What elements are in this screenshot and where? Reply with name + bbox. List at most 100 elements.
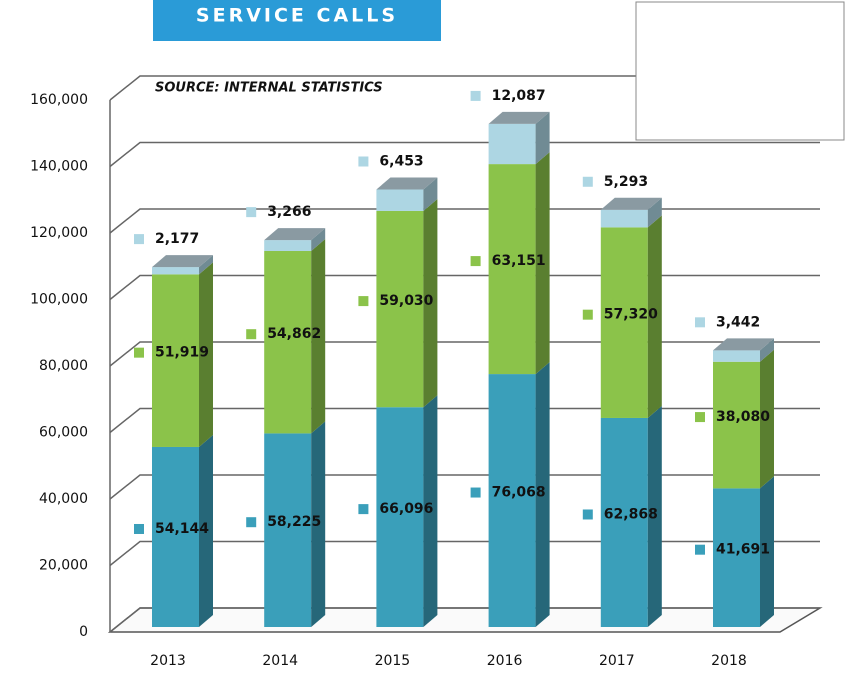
bar-segment xyxy=(152,446,199,627)
data-label: 6,453 xyxy=(379,153,423,169)
y-tick-label: 80,000 xyxy=(39,358,88,374)
label-marker xyxy=(246,517,257,528)
bar-side xyxy=(647,405,662,627)
bar-side xyxy=(311,238,326,434)
grid-line xyxy=(109,274,820,301)
bar-side xyxy=(311,228,326,251)
bar-segment xyxy=(264,433,312,627)
x-tick-label: 2015 xyxy=(375,653,411,669)
bar-top xyxy=(376,177,438,190)
data-label: 59,030 xyxy=(379,293,433,309)
grid-line xyxy=(109,474,820,500)
bar-segment xyxy=(376,210,424,408)
bar-top xyxy=(713,338,774,351)
bar-side xyxy=(647,197,662,228)
label-marker xyxy=(695,412,705,423)
grid-line xyxy=(109,407,820,434)
legend-box xyxy=(635,1,845,141)
y-tick-label: 0 xyxy=(79,624,88,640)
label-marker xyxy=(246,329,257,340)
bar-segment xyxy=(713,350,760,362)
data-label: 62,868 xyxy=(604,506,658,522)
label-marker xyxy=(582,176,593,187)
data-label: 54,862 xyxy=(267,326,321,342)
data-label: 57,320 xyxy=(604,307,658,323)
data-label: 2,177 xyxy=(155,231,199,247)
bar-segment xyxy=(152,274,199,447)
label-marker xyxy=(582,309,593,320)
label-marker xyxy=(470,256,481,267)
chart-title: SERVICE CALLS xyxy=(196,5,398,27)
label-marker xyxy=(358,296,369,307)
data-label: 38,080 xyxy=(716,409,770,425)
data-label: 5,293 xyxy=(604,174,648,190)
label-marker xyxy=(134,234,144,245)
bar-segment xyxy=(488,164,536,375)
x-tick-label: 2017 xyxy=(599,653,635,669)
data-label: 66,096 xyxy=(379,501,433,517)
bar-side xyxy=(199,255,213,275)
y-tick-label: 160,000 xyxy=(30,92,88,108)
bar-side xyxy=(760,349,774,489)
data-label: 3,266 xyxy=(267,204,311,220)
bar-side xyxy=(199,262,213,447)
y-tick-label: 40,000 xyxy=(39,491,88,507)
bar-side xyxy=(760,476,774,627)
label-marker xyxy=(695,544,705,555)
bar-top xyxy=(600,197,662,210)
bar-side xyxy=(535,152,550,375)
bar-side xyxy=(423,198,438,408)
bar-segment xyxy=(713,361,760,489)
label-marker xyxy=(582,509,593,520)
grid-line xyxy=(109,208,820,234)
label-marker xyxy=(358,156,369,167)
bar-top xyxy=(152,255,213,268)
bar-segment xyxy=(376,189,424,211)
data-label: 3,442 xyxy=(716,314,760,330)
label-marker xyxy=(358,504,369,515)
bar-side xyxy=(423,395,438,627)
bar-side xyxy=(423,177,438,211)
bar-segment xyxy=(713,488,760,627)
bar-segment xyxy=(152,267,199,275)
x-tick-label: 2013 xyxy=(150,653,186,669)
y-tick-label: 100,000 xyxy=(30,292,88,308)
x-tick-label: 2018 xyxy=(711,653,747,669)
data-label: 63,151 xyxy=(492,253,546,269)
bar-segment xyxy=(488,374,536,627)
bar-segment xyxy=(376,407,424,627)
label-marker xyxy=(134,347,144,358)
label-marker xyxy=(695,317,705,328)
data-label: 41,691 xyxy=(716,542,770,558)
grid-line xyxy=(109,540,820,567)
bar-segment xyxy=(600,227,648,418)
bar-segment xyxy=(600,417,648,627)
grid-line xyxy=(109,75,820,101)
grid-line xyxy=(109,607,820,633)
grid-line xyxy=(109,141,820,168)
bar-segment xyxy=(264,250,312,434)
bar-top xyxy=(488,111,550,124)
grid-line xyxy=(109,341,820,367)
data-label: 76,068 xyxy=(492,485,546,501)
bar-side xyxy=(311,421,326,627)
x-tick-label: 2016 xyxy=(487,653,523,669)
label-marker xyxy=(134,523,144,534)
label-marker xyxy=(246,207,257,218)
bar-side xyxy=(535,362,550,627)
label-marker xyxy=(470,90,481,101)
bar-segment xyxy=(264,240,312,251)
data-label: 51,919 xyxy=(155,345,209,361)
bar-segment xyxy=(600,209,648,228)
bar-top xyxy=(264,228,326,241)
data-label: 54,144 xyxy=(155,521,209,537)
bar-side xyxy=(199,434,213,627)
label-marker xyxy=(470,487,481,498)
data-label: 58,225 xyxy=(267,514,321,530)
y-tick-label: 20,000 xyxy=(39,558,88,574)
bar-segment xyxy=(488,123,536,165)
y-tick-label: 140,000 xyxy=(30,159,88,175)
bar-side xyxy=(760,338,774,362)
x-tick-label: 2014 xyxy=(262,653,298,669)
